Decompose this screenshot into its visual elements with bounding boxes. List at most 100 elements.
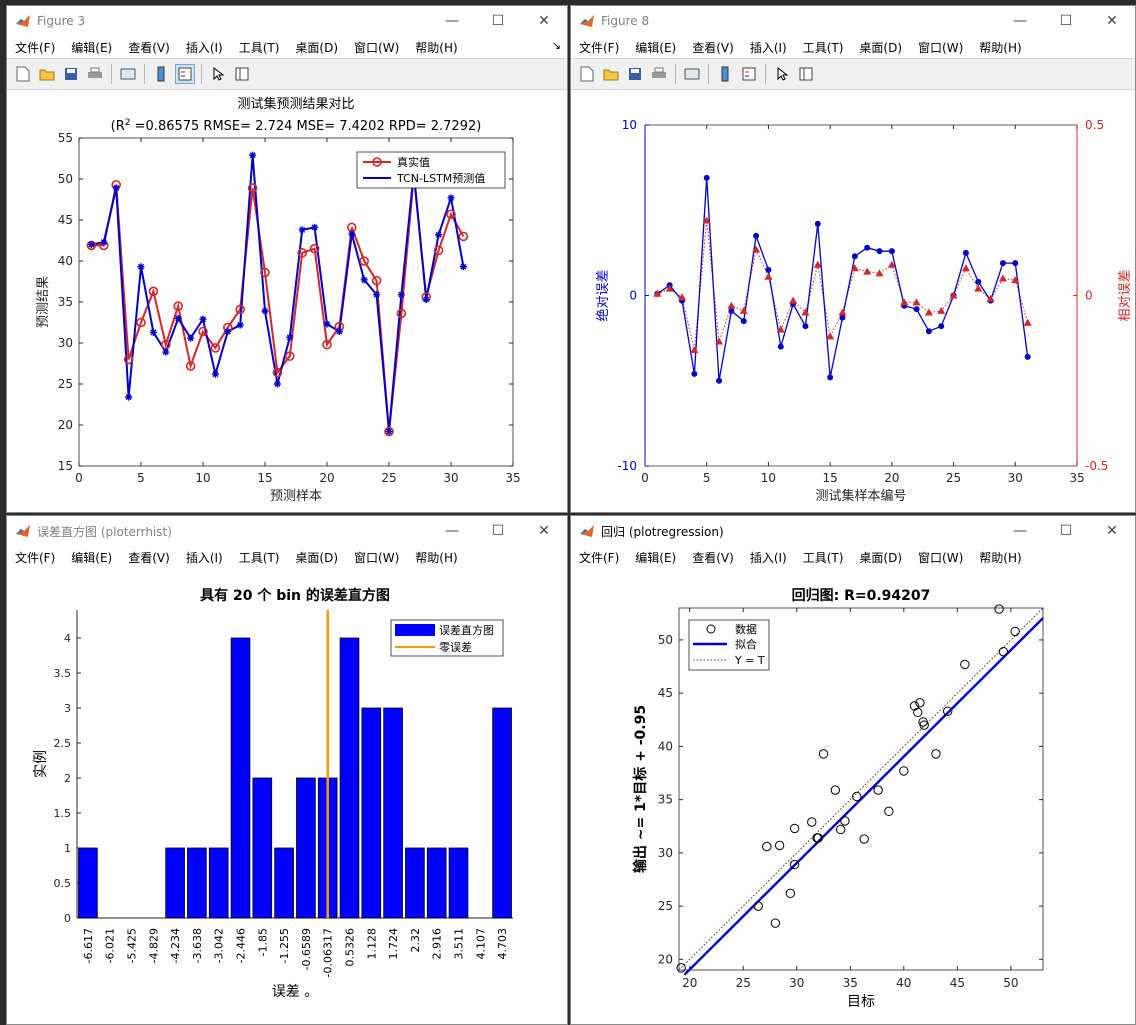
dock-arrow-icon[interactable]: ↘ xyxy=(551,39,561,52)
menu-tools[interactable]: 工具(T) xyxy=(802,550,844,565)
menu-window[interactable]: 窗口(W) xyxy=(918,40,964,55)
predicted-value-point xyxy=(373,291,381,299)
minimize-button[interactable]: — xyxy=(1013,523,1027,539)
menu-view[interactable]: 查看(V) xyxy=(692,550,734,565)
new-figure-icon[interactable] xyxy=(577,64,597,84)
pointer-icon[interactable] xyxy=(208,64,228,84)
menu-insert[interactable]: 插入(I) xyxy=(749,550,787,565)
close-button[interactable]: ✕ xyxy=(1106,523,1118,539)
menu-tools[interactable]: 工具(T) xyxy=(238,550,280,565)
open-file-icon[interactable] xyxy=(37,64,57,84)
new-figure-icon[interactable] xyxy=(13,64,33,84)
y-tick-label: 0 xyxy=(64,912,71,925)
x-tick-label: 20 xyxy=(319,471,334,485)
relative-error-point xyxy=(826,332,835,340)
menu-view[interactable]: 查看(V) xyxy=(128,40,170,55)
y-tick-label: 0.5 xyxy=(54,877,72,890)
menu-desktop[interactable]: 桌面(D) xyxy=(859,550,903,565)
data-point xyxy=(830,785,841,795)
series-line-true xyxy=(91,175,465,432)
close-button[interactable]: ✕ xyxy=(1106,13,1118,29)
title-bar[interactable]: Figure 8 — ☐ ✕ xyxy=(571,6,1135,36)
link-plot-icon[interactable] xyxy=(682,64,702,84)
relative-error-point xyxy=(924,308,933,316)
colorbar-icon[interactable] xyxy=(715,64,735,84)
menu-file[interactable]: 文件(F) xyxy=(15,40,56,55)
x-tick-label: 0 xyxy=(641,471,649,485)
prediction-comparison-chart: 0 5 10 15 20 25 30 35 15 20 25 30 35 40 45 50 55 测试集预测结果对… xyxy=(36,96,521,504)
menu-help[interactable]: 帮助(H) xyxy=(979,40,1022,55)
menu-insert[interactable]: 插入(I) xyxy=(185,550,223,565)
menu-desktop[interactable]: 桌面(D) xyxy=(295,40,339,55)
menu-desktop[interactable]: 桌面(D) xyxy=(859,40,903,55)
menu-help[interactable]: 帮助(H) xyxy=(415,40,458,55)
close-button[interactable]: ✕ xyxy=(538,13,550,29)
y-left-tick-label: 0 xyxy=(629,289,637,303)
relative-error-point xyxy=(702,216,711,224)
property-editor-icon[interactable] xyxy=(232,64,252,84)
link-plot-icon[interactable] xyxy=(118,64,138,84)
colorbar-icon[interactable] xyxy=(151,64,171,84)
pointer-icon[interactable] xyxy=(772,64,792,84)
menu-view[interactable]: 查看(V) xyxy=(692,40,734,55)
title-bar[interactable]: 回归 (plotregression) — ☐ ✕ xyxy=(571,516,1135,546)
y-tick-label: 50 xyxy=(58,172,73,186)
menu-edit[interactable]: 编辑(E) xyxy=(71,550,113,565)
menu-tools[interactable]: 工具(T) xyxy=(238,40,280,55)
menu-desktop[interactable]: 桌面(D) xyxy=(295,550,339,565)
data-point xyxy=(785,888,796,899)
legend-icon[interactable] xyxy=(175,64,195,84)
absolute-error-point xyxy=(876,248,883,255)
bin-label: -6.021 xyxy=(104,928,117,963)
menu-edit[interactable]: 编辑(E) xyxy=(71,40,113,55)
minimize-button[interactable]: — xyxy=(1013,13,1027,29)
true-value-point xyxy=(446,209,456,220)
data-point xyxy=(1010,626,1020,637)
save-icon[interactable] xyxy=(625,64,645,84)
menu-edit[interactable]: 编辑(E) xyxy=(635,40,677,55)
menu-file[interactable]: 文件(F) xyxy=(15,550,56,565)
predicted-value-point xyxy=(125,393,133,401)
predicted-value-point xyxy=(447,194,455,202)
menu-insert[interactable]: 插入(I) xyxy=(185,40,223,55)
minimize-button[interactable]: — xyxy=(445,13,459,29)
legend-label-zero: 零误差 xyxy=(439,640,472,654)
absolute-error-point xyxy=(740,318,747,325)
menu-file[interactable]: 文件(F) xyxy=(579,550,620,565)
menu-tools[interactable]: 工具(T) xyxy=(802,40,844,55)
print-icon[interactable] xyxy=(85,64,105,84)
menu-window[interactable]: 窗口(W) xyxy=(354,40,400,55)
menu-help[interactable]: 帮助(H) xyxy=(415,550,458,565)
legend-icon[interactable] xyxy=(739,64,759,84)
predicted-value-point xyxy=(459,263,467,271)
minimize-button[interactable]: — xyxy=(445,523,459,539)
menu-insert[interactable]: 插入(I) xyxy=(749,40,787,55)
menu-bar: 文件(F) 编辑(E) 查看(V) 插入(I) 工具(T) 桌面(D) 窗口(W… xyxy=(571,546,1135,568)
menu-window[interactable]: 窗口(W) xyxy=(918,550,964,565)
menu-file[interactable]: 文件(F) xyxy=(579,40,620,55)
menu-help[interactable]: 帮助(H) xyxy=(979,550,1022,565)
print-icon[interactable] xyxy=(649,64,669,84)
x-tick-label: 30 xyxy=(1008,471,1023,485)
menu-window[interactable]: 窗口(W) xyxy=(354,550,400,565)
property-editor-icon[interactable] xyxy=(796,64,816,84)
open-file-icon[interactable] xyxy=(601,64,621,84)
maximize-button[interactable]: ☐ xyxy=(491,523,505,539)
true-value-point xyxy=(309,243,320,254)
close-button[interactable]: ✕ xyxy=(538,523,550,539)
bin-label: -4.829 xyxy=(147,928,160,963)
plot-area xyxy=(645,125,1077,466)
predicted-value-point xyxy=(311,223,319,231)
y-tick-label: 25 xyxy=(58,377,73,391)
menu-view[interactable]: 查看(V) xyxy=(128,550,170,565)
data-point xyxy=(676,963,686,973)
maximize-button[interactable]: ☐ xyxy=(491,13,505,29)
save-icon[interactable] xyxy=(61,64,81,84)
title-bar[interactable]: 误差直方图 (ploterrhist) — ☐ ✕ xyxy=(7,516,567,546)
relative-error-point xyxy=(764,272,773,280)
maximize-button[interactable]: ☐ xyxy=(1059,523,1073,539)
title-bar[interactable]: Figure 3 — ☐ ✕ xyxy=(7,6,567,36)
absolute-error-point xyxy=(765,266,772,273)
maximize-button[interactable]: ☐ xyxy=(1059,13,1073,29)
menu-edit[interactable]: 编辑(E) xyxy=(635,550,677,565)
